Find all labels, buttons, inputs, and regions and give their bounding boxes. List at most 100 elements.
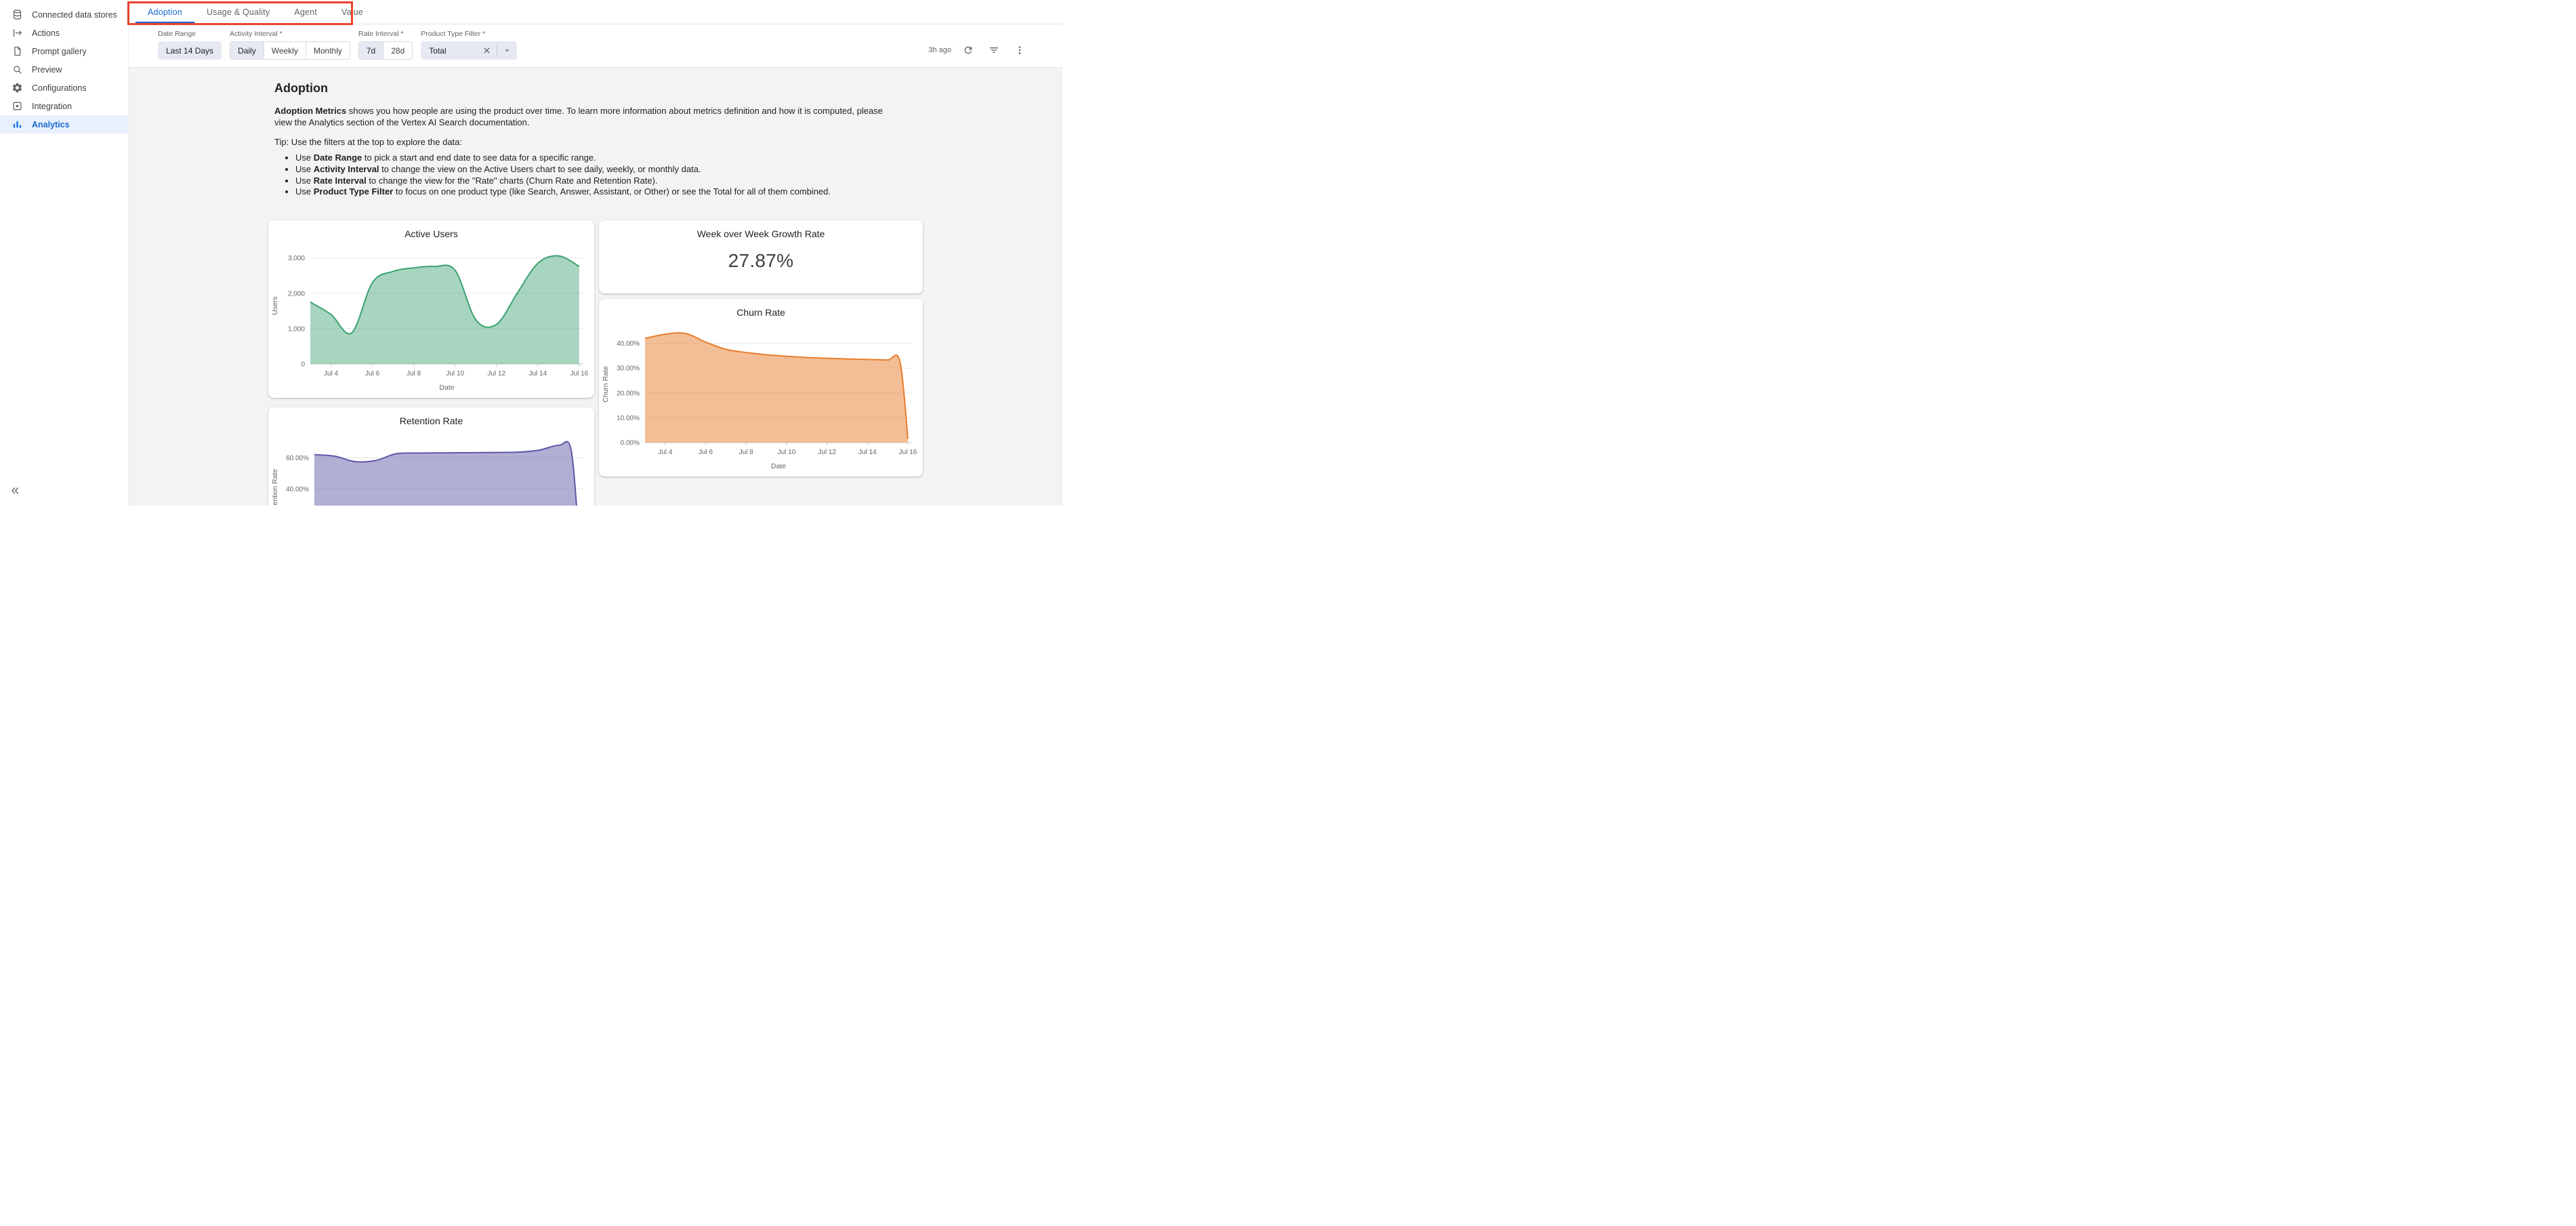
wow-growth-card: Week over Week Growth Rate 27.87%: [599, 220, 923, 293]
svg-text:Date: Date: [439, 384, 454, 392]
app-root: Connected data stores Actions Prompt gal…: [0, 0, 1062, 506]
sidebar-item-label: Prompt gallery: [32, 46, 87, 56]
analytics-chart-icon: [13, 121, 22, 128]
charts-grid: Active Users 0 1,000 2,000 3,000 Jul 4 Jul 6 J…: [268, 220, 923, 506]
product-type-select[interactable]: Total: [421, 41, 518, 60]
configurations-gear-icon: [12, 83, 22, 93]
sidebar-item-connected-data-stores[interactable]: Connected data stores: [0, 5, 128, 24]
sidebar: Connected data stores Actions Prompt gal…: [0, 0, 129, 506]
svg-text:Jul 8: Jul 8: [739, 449, 754, 456]
integration-icon: [13, 102, 22, 110]
rate-interval-28d[interactable]: 28d: [383, 42, 413, 59]
main-pane: Adoption Usage & Quality Agent Value Dat…: [129, 0, 1062, 506]
tip-bullet-date-range: Use Date Range to pick a start and end d…: [295, 152, 1062, 164]
sidebar-item-configurations[interactable]: Configurations: [0, 79, 128, 97]
tip-bullet-rate-interval: Use Rate Interval to change the view for…: [295, 176, 1062, 187]
clear-filter-icon[interactable]: [482, 46, 491, 55]
svg-text:Jul 16: Jul 16: [570, 370, 589, 377]
svg-text:Jul 6: Jul 6: [365, 370, 380, 377]
preview-search-icon: [14, 66, 22, 74]
intro-paragraph: Adoption Metrics shows you how people ar…: [274, 105, 896, 128]
intro-text: shows you how people are using the produ…: [274, 106, 883, 128]
chevron-down-icon: [505, 49, 510, 52]
date-range-button[interactable]: Last 14 Days: [158, 41, 222, 60]
churn-rate-card: Churn Rate 0.00% 10.00% 20.00% 30.00% 40.00%…: [599, 298, 923, 476]
rate-interval-7d[interactable]: 7d: [358, 42, 383, 59]
sidebar-item-analytics[interactable]: Analytics: [0, 115, 128, 134]
sidebar-item-label: Preview: [32, 64, 62, 75]
svg-text:40.00%: 40.00%: [286, 486, 309, 493]
wow-growth-value: 27.87%: [728, 249, 794, 271]
collapse-sidebar-button[interactable]: [5, 481, 24, 500]
actions-arrow-icon: [13, 28, 22, 37]
churn-rate-chart: 0.00% 10.00% 20.00% 30.00% 40.00% Jul 4 Jul 6 J…: [602, 331, 917, 470]
activity-interval-filter: Activity Interval * Daily Weekly Monthly: [230, 30, 350, 60]
more-vert-icon: [1018, 46, 1021, 54]
last-refreshed-text: 3h ago: [928, 46, 951, 54]
svg-text:Jul 12: Jul 12: [818, 449, 836, 456]
sidebar-item-label: Analytics: [32, 119, 70, 129]
svg-text:40.00%: 40.00%: [617, 340, 640, 348]
activity-interval-monthly[interactable]: Monthly: [305, 42, 350, 59]
activity-interval-daily[interactable]: Daily: [230, 42, 264, 59]
svg-text:Date: Date: [771, 462, 786, 470]
sidebar-item-actions[interactable]: Actions: [0, 24, 128, 42]
filter-bar: Date Range Last 14 Days Activity Interva…: [129, 24, 1062, 68]
svg-text:60.00%: 60.00%: [286, 455, 309, 462]
svg-text:Jul 14: Jul 14: [858, 449, 877, 456]
svg-text:20.00%: 20.00%: [617, 390, 640, 397]
tab-usage-quality[interactable]: Usage & Quality: [206, 7, 270, 17]
prompt-gallery-icon: [14, 46, 21, 56]
svg-text:Jul 8: Jul 8: [407, 370, 421, 377]
svg-text:Users: Users: [271, 296, 279, 314]
svg-text:Jul 12: Jul 12: [487, 370, 505, 377]
sidebar-item-label: Connected data stores: [32, 9, 117, 20]
svg-text:3,000: 3,000: [288, 255, 305, 262]
tab-adoption[interactable]: Adoption: [136, 0, 194, 24]
svg-text:Jul 4: Jul 4: [658, 449, 673, 456]
header: Adoption Usage & Quality Agent Value Dat…: [129, 0, 1062, 68]
tip-text: Tip: Use the filters at the top to explo…: [274, 137, 463, 148]
tip-bullet-product-type: Use Product Type Filter to focus on one …: [295, 186, 1062, 198]
activity-interval-weekly[interactable]: Weekly: [263, 42, 306, 59]
product-type-value: Total: [429, 45, 446, 56]
refresh-button[interactable]: [959, 41, 977, 59]
sidebar-item-label: Actions: [32, 28, 60, 38]
rate-interval-segmented: 7d 28d: [358, 41, 413, 60]
svg-text:Churn Rate: Churn Rate: [602, 366, 610, 403]
rate-interval-filter: Rate Interval * 7d 28d: [358, 30, 413, 60]
filter-button[interactable]: [985, 41, 1003, 59]
activity-interval-segmented: Daily Weekly Monthly: [230, 41, 350, 60]
retention-rate-card: Retention Rate 0.00%20.00%40.00%60.00%Ju…: [268, 407, 594, 506]
svg-text:1,000: 1,000: [288, 325, 305, 333]
sidebar-item-prompt-gallery[interactable]: Prompt gallery: [0, 42, 128, 60]
tab-value[interactable]: Value: [341, 7, 363, 17]
svg-text:Jul 6: Jul 6: [699, 449, 713, 456]
sidebar-item-label: Configurations: [32, 83, 87, 93]
svg-text:2,000: 2,000: [288, 290, 305, 298]
intro-bold: Adoption Metrics: [274, 106, 347, 116]
tips-list: Use Date Range to pick a start and end d…: [274, 152, 1062, 198]
product-type-filter: Product Type Filter * Total: [421, 30, 518, 60]
tab-bar: Adoption Usage & Quality Agent Value: [129, 0, 1062, 24]
content-area: Adoption Adoption Metrics shows you how …: [129, 68, 1062, 506]
sidebar-item-label: Integration: [32, 101, 72, 111]
svg-text:0: 0: [301, 361, 305, 368]
chart-title: Retention Rate: [399, 415, 463, 426]
more-options-button[interactable]: [1011, 41, 1029, 59]
filter-list-icon: [990, 47, 998, 53]
svg-text:0.00%: 0.00%: [621, 439, 640, 447]
svg-text:Jul 10: Jul 10: [778, 449, 796, 456]
page-title: Adoption: [274, 81, 328, 95]
tab-agent[interactable]: Agent: [294, 7, 317, 17]
date-range-label: Date Range: [158, 30, 196, 38]
date-range-filter: Date Range Last 14 Days: [158, 30, 222, 60]
chart-title: Week over Week Growth Rate: [697, 228, 825, 239]
svg-text:Jul 16: Jul 16: [899, 449, 917, 456]
svg-text:Jul 4: Jul 4: [324, 370, 339, 377]
sidebar-item-preview[interactable]: Preview: [0, 60, 128, 79]
active-users-card: Active Users 0 1,000 2,000 3,000 Jul 4 Jul 6 J…: [268, 220, 594, 398]
sidebar-item-integration[interactable]: Integration: [0, 97, 128, 115]
data-store-icon: [13, 9, 22, 20]
